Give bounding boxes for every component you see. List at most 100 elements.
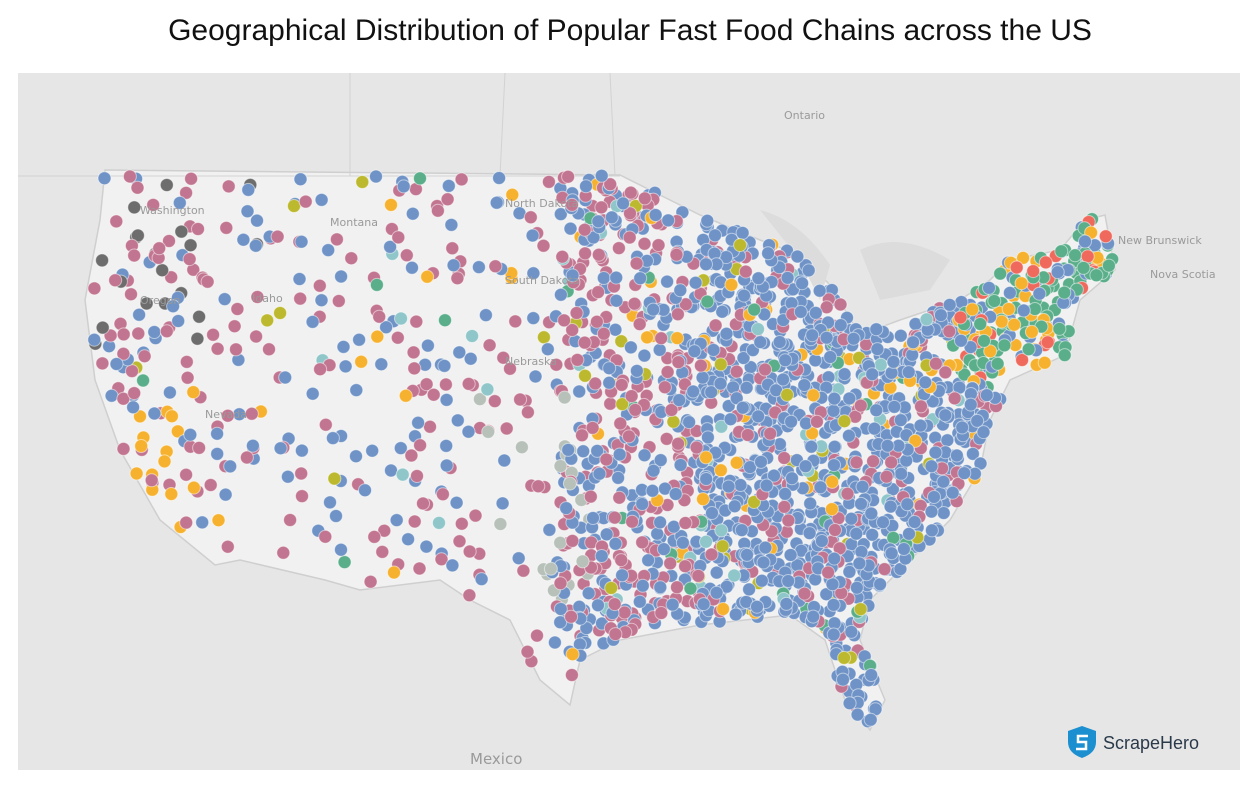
location-dot bbox=[439, 438, 454, 453]
location-dot bbox=[450, 413, 465, 428]
location-dot bbox=[646, 302, 661, 317]
location-dot bbox=[827, 439, 842, 454]
location-dot bbox=[798, 459, 813, 474]
location-dot bbox=[673, 458, 688, 472]
location-dot bbox=[826, 627, 841, 642]
location-dot bbox=[673, 283, 688, 298]
location-dot bbox=[210, 446, 225, 461]
location-dot bbox=[954, 333, 968, 348]
location-dot bbox=[844, 624, 859, 639]
location-dot bbox=[965, 302, 980, 317]
location-dot bbox=[162, 385, 177, 400]
location-dot bbox=[682, 415, 697, 430]
location-dot bbox=[635, 497, 650, 511]
location-dot bbox=[949, 448, 964, 463]
location-dot bbox=[699, 472, 714, 486]
location-dot bbox=[108, 273, 123, 288]
location-dot bbox=[637, 348, 652, 363]
location-dot bbox=[715, 539, 730, 554]
location-dot bbox=[672, 393, 687, 408]
location-dot bbox=[570, 352, 585, 367]
location-dot bbox=[210, 426, 225, 441]
location-dot bbox=[790, 249, 805, 264]
location-dot bbox=[493, 517, 508, 531]
location-dot bbox=[435, 487, 450, 502]
location-dot bbox=[625, 514, 640, 529]
location-dot bbox=[777, 451, 792, 465]
location-dot bbox=[411, 415, 426, 430]
location-dot bbox=[503, 361, 517, 376]
location-dot bbox=[699, 450, 713, 465]
location-dot bbox=[127, 386, 142, 401]
location-dot bbox=[577, 222, 592, 237]
location-dot bbox=[152, 241, 167, 256]
location-dot bbox=[294, 443, 309, 458]
location-dot bbox=[561, 169, 576, 184]
location-dot bbox=[635, 535, 650, 550]
location-dot bbox=[405, 206, 420, 221]
location-dot bbox=[938, 365, 953, 380]
location-dot bbox=[924, 459, 939, 474]
location-dot bbox=[821, 565, 836, 580]
location-dot bbox=[488, 259, 503, 274]
location-dot bbox=[536, 330, 551, 345]
location-dot bbox=[572, 384, 587, 399]
location-dot bbox=[295, 489, 309, 504]
location-dot bbox=[612, 490, 627, 505]
location-dot bbox=[729, 364, 744, 379]
location-dot bbox=[733, 478, 748, 492]
location-dot bbox=[727, 499, 742, 514]
location-dot bbox=[591, 247, 606, 262]
location-dot bbox=[713, 357, 728, 372]
location-dot bbox=[924, 504, 939, 519]
location-dot bbox=[358, 483, 372, 498]
location-dot bbox=[653, 453, 668, 468]
location-dot bbox=[849, 526, 864, 541]
location-dot bbox=[420, 269, 435, 284]
location-dot bbox=[628, 402, 643, 417]
location-dot bbox=[751, 322, 765, 337]
location-dot bbox=[708, 228, 722, 243]
location-dot bbox=[1052, 321, 1067, 336]
location-dot bbox=[695, 370, 710, 385]
location-dot bbox=[223, 459, 238, 474]
location-dot bbox=[565, 647, 580, 662]
location-dot bbox=[809, 414, 824, 429]
location-dot bbox=[449, 495, 464, 510]
location-dot bbox=[719, 326, 734, 341]
location-dot bbox=[87, 281, 102, 296]
location-dot bbox=[147, 325, 162, 339]
location-dot bbox=[1021, 342, 1036, 357]
map-label: South Dakota bbox=[505, 274, 579, 287]
map-label: North Dakota bbox=[505, 197, 578, 210]
location-dot bbox=[516, 563, 531, 578]
location-dot bbox=[318, 529, 333, 544]
location-dot bbox=[678, 516, 693, 530]
location-dot bbox=[842, 696, 857, 711]
location-dot bbox=[637, 448, 652, 463]
location-dot bbox=[900, 497, 915, 512]
location-dot bbox=[179, 515, 194, 530]
location-dot bbox=[918, 375, 933, 390]
location-dot bbox=[338, 359, 353, 374]
location-dot bbox=[398, 388, 413, 403]
location-dot bbox=[542, 522, 557, 537]
location-dot bbox=[1068, 248, 1083, 263]
location-dot bbox=[127, 200, 142, 215]
location-dot bbox=[445, 241, 460, 256]
location-dot bbox=[327, 471, 342, 486]
location-dot bbox=[1037, 355, 1052, 370]
location-dot bbox=[520, 644, 535, 659]
location-dot bbox=[293, 291, 308, 306]
location-dot bbox=[292, 272, 307, 286]
location-dot bbox=[819, 300, 834, 315]
location-dot bbox=[528, 369, 543, 384]
location-dot bbox=[463, 351, 478, 366]
location-dot bbox=[827, 551, 842, 566]
location-dot bbox=[896, 542, 911, 556]
location-dot bbox=[540, 342, 555, 357]
location-dot bbox=[850, 707, 865, 722]
location-dot bbox=[705, 506, 719, 520]
location-dot bbox=[489, 195, 504, 210]
